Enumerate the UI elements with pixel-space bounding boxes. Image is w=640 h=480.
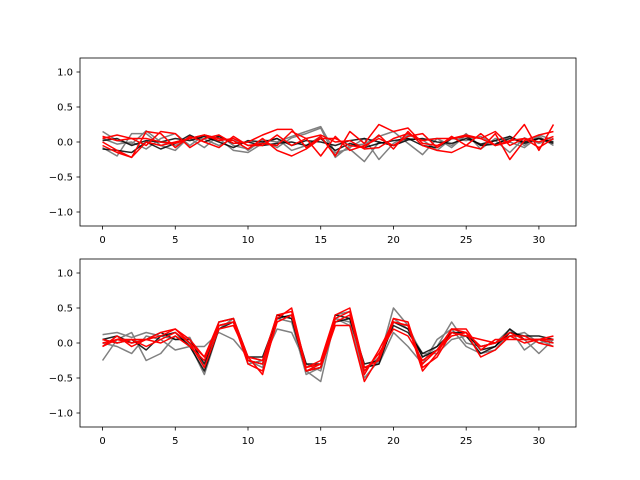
bottom-subplot: 0 5 10 15 20 25 30 −1.0 −0.5 0.0 0.5 1.0 <box>49 258 577 447</box>
top-subplot-x-ticks: 0 5 10 15 20 25 30 <box>99 226 545 246</box>
bottom-y-tick-label: −0.5 <box>49 374 73 385</box>
top-x-tick-label: 0 <box>99 235 105 246</box>
bottom-y-tick-label: 0.0 <box>57 339 73 350</box>
bottom-x-tick-label: 10 <box>242 436 255 447</box>
top-y-tick-label: −1.0 <box>49 208 73 219</box>
bottom-x-tick-label: 25 <box>460 436 473 447</box>
bottom-x-tick-label: 20 <box>387 436 400 447</box>
top-y-tick-label: 0.5 <box>57 103 73 114</box>
bottom-subplot-y-ticks: −1.0 −0.5 0.0 0.5 1.0 <box>49 269 80 420</box>
top-x-tick-label: 25 <box>460 235 473 246</box>
bottom-x-tick-label: 15 <box>314 436 327 447</box>
bottom-y-tick-label: 1.0 <box>57 269 73 280</box>
top-x-tick-label: 30 <box>533 235 546 246</box>
bottom-x-tick-label: 0 <box>99 436 105 447</box>
top-series-line-7 <box>102 123 555 159</box>
bottom-series-line-8 <box>102 314 554 372</box>
bottom-x-tick-label: 30 <box>533 436 546 447</box>
top-y-tick-label: −0.5 <box>49 173 73 184</box>
bottom-subplot-series <box>101 307 554 383</box>
top-series-line-8 <box>102 132 554 150</box>
top-subplot: 0 5 10 15 20 25 30 −1.0 −0.5 0.0 0.5 1.0 <box>49 57 577 246</box>
top-subplot-frame <box>79 57 577 227</box>
bottom-y-tick-label: 0.5 <box>57 304 73 315</box>
top-x-tick-label: 5 <box>172 235 178 246</box>
bottom-subplot-x-ticks: 0 5 10 15 20 25 30 <box>99 427 545 447</box>
top-y-tick-label: 1.0 <box>57 68 73 79</box>
top-x-tick-label: 20 <box>387 235 400 246</box>
top-y-tick-label: 0.0 <box>57 138 73 149</box>
top-subplot-series <box>102 123 555 163</box>
top-x-tick-label: 10 <box>242 235 255 246</box>
top-subplot-y-ticks: −1.0 −0.5 0.0 0.5 1.0 <box>49 68 80 219</box>
bottom-series-line-6 <box>102 314 554 383</box>
bottom-y-tick-label: −1.0 <box>49 409 73 420</box>
bottom-series-line-7 <box>102 307 554 376</box>
bottom-subplot-frame <box>79 258 577 428</box>
top-x-tick-label: 15 <box>314 235 327 246</box>
top-series-line-4 <box>102 135 554 149</box>
top-series-line-1 <box>102 125 554 163</box>
bottom-x-tick-label: 5 <box>172 436 178 447</box>
